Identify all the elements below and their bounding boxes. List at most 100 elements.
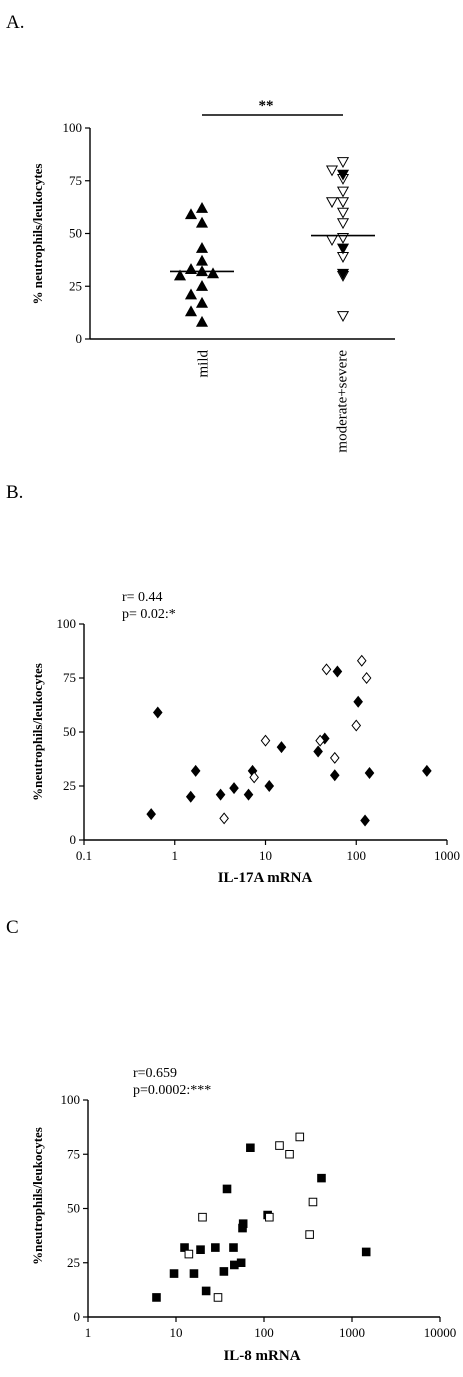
triangle-data-point [336, 186, 350, 198]
triangle-data-point [325, 197, 339, 209]
diamond-data-point [215, 788, 226, 801]
square-data-point [275, 1141, 284, 1150]
diamond-data-point [190, 764, 201, 777]
x-tick-label: 1000 [339, 1325, 365, 1340]
diamond-data-point [361, 671, 372, 685]
diamond-data-point [229, 782, 239, 795]
correlation-p-label: p= 0.02:* [122, 607, 176, 622]
triangle-data-point [325, 235, 339, 247]
diamond-data-point [321, 663, 332, 676]
panel-label-b: B. [6, 482, 23, 503]
triangle-data-point [195, 242, 209, 253]
y-tick-label: 100 [57, 616, 77, 631]
y-tick-label: 25 [67, 1255, 80, 1270]
y-tick-label: 25 [69, 278, 82, 293]
correlation-p-label: p=0.0002:*** [133, 1083, 211, 1098]
diamond-data-point [364, 767, 375, 780]
y-axis-label: %neutrophils/leukocytes [30, 663, 45, 801]
chart-panel-c: %neutrophils/leukocytes IL-8 mRNA r=0.65… [30, 1066, 456, 1364]
diamond-data-point [319, 732, 330, 745]
diamond-data-point [313, 745, 323, 758]
triangle-data-point [336, 311, 350, 323]
diamond-data-point [264, 779, 275, 793]
x-tick-label: 0.1 [76, 848, 92, 863]
diamond-data-point [329, 751, 340, 764]
diamond-data-point [249, 771, 259, 784]
triangle-data-point [325, 165, 339, 177]
y-tick-label: 0 [74, 1309, 81, 1324]
square-data-point [305, 1230, 314, 1239]
diamond-data-point [152, 706, 163, 719]
triangle-data-point [195, 296, 209, 308]
diamond-data-point [243, 788, 254, 801]
diamond-data-point [315, 734, 325, 747]
square-data-point [285, 1149, 294, 1159]
chart-panel-b: %neutrophils/leukocytes IL-17A mRNA r= 0… [30, 590, 460, 886]
triangle-data-point [336, 197, 350, 209]
square-data-point [308, 1197, 318, 1207]
square-data-point [213, 1293, 223, 1302]
correlation-r-label: r=0.659 [133, 1066, 177, 1081]
diamond-data-point [353, 695, 363, 708]
x-axis-label: IL-17A mRNA [218, 870, 313, 886]
y-tick-label: 100 [61, 1092, 81, 1107]
triangle-data-point [195, 254, 209, 266]
x-tick-label: 10 [259, 848, 272, 863]
triangle-data-point [336, 218, 350, 230]
square-data-point [222, 1184, 232, 1194]
x-tick-label: 10000 [424, 1325, 457, 1340]
triangle-data-point [336, 243, 350, 255]
triangle-data-point [336, 268, 350, 280]
square-data-point [201, 1286, 211, 1296]
y-tick-label: 75 [67, 1146, 80, 1161]
triangle-data-point [336, 169, 350, 181]
triangle-data-point [173, 269, 187, 281]
diamond-data-point [422, 764, 432, 777]
diamond-data-point [351, 719, 362, 732]
y-tick-label: 50 [69, 226, 82, 241]
square-data-point [198, 1212, 207, 1222]
y-axis-label: %neutrophils/leukocytes [30, 1127, 45, 1265]
triangle-data-point [195, 280, 209, 291]
x-tick-label: 1000 [434, 848, 460, 863]
square-data-point [184, 1249, 194, 1259]
y-tick-label: 75 [69, 173, 82, 188]
square-data-point [236, 1258, 246, 1268]
square-data-point [152, 1293, 161, 1302]
square-data-point [219, 1267, 229, 1276]
x-tick-label: 100 [347, 848, 367, 863]
triangle-data-point [336, 207, 350, 219]
square-data-point [265, 1212, 274, 1222]
panel-label-a: A. [6, 12, 24, 33]
x-category-label-moderate-severe: moderate+severe [334, 350, 350, 453]
panel-label-c: C [6, 917, 19, 938]
square-data-point [361, 1247, 371, 1257]
x-category-label-mild: mild [195, 350, 211, 378]
square-data-point [196, 1245, 205, 1255]
triangle-data-point [195, 201, 209, 213]
correlation-r-label: r= 0.44 [122, 590, 163, 605]
diamond-data-point [356, 654, 367, 667]
x-tick-label: 1 [85, 1325, 92, 1340]
triangle-data-point [336, 157, 350, 168]
diamond-data-point [146, 808, 156, 821]
square-data-point [238, 1219, 248, 1228]
y-tick-label: 50 [67, 1201, 80, 1216]
y-tick-label: 0 [70, 832, 77, 847]
y-tick-label: 100 [63, 120, 83, 135]
square-data-point [246, 1143, 255, 1153]
x-tick-label: 1 [172, 848, 179, 863]
triangle-data-point [184, 208, 198, 220]
diamond-data-point [260, 734, 271, 747]
diamond-data-point [276, 741, 287, 754]
square-data-point [317, 1173, 326, 1183]
x-tick-label: 100 [254, 1325, 274, 1340]
triangle-data-point [184, 288, 198, 300]
x-axis-label: IL-8 mRNA [223, 1348, 300, 1364]
square-data-point [230, 1260, 239, 1270]
significance-label: ** [259, 98, 274, 114]
diamond-data-point [332, 665, 343, 678]
x-tick-label: 10 [170, 1325, 183, 1340]
triangle-data-point [195, 216, 209, 228]
